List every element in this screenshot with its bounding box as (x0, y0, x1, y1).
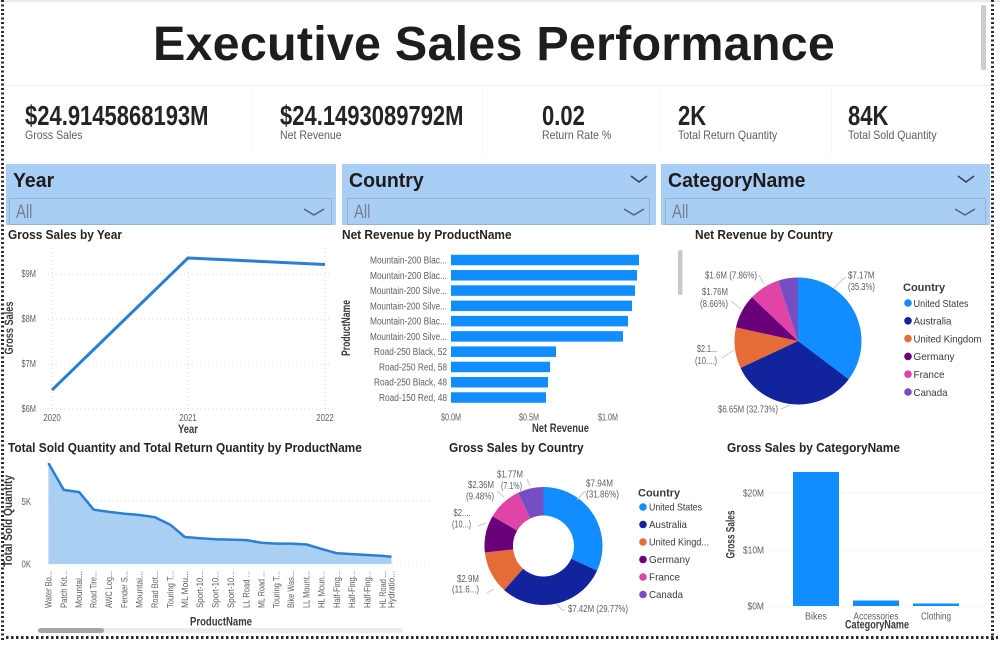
svg-text:CategoryName: CategoryName (845, 620, 909, 632)
svg-text:Canada: Canada (649, 589, 683, 601)
svg-text:$7.42M (29.77%): $7.42M (29.77%) (568, 604, 628, 615)
svg-text:$8M: $8M (22, 314, 37, 325)
svg-text:HL Road ...: HL Road ... (378, 571, 389, 608)
svg-text:Fender S...: Fender S... (120, 571, 131, 608)
svg-text:$2.1...: $2.1... (697, 344, 717, 355)
svg-text:United States: United States (649, 501, 702, 513)
svg-text:Net Revenue: Net Revenue (532, 423, 589, 435)
svg-text:(10...): (10...) (452, 520, 471, 531)
svg-text:5K: 5K (22, 497, 32, 508)
svg-text:Gross Sales: Gross Sales (726, 511, 738, 559)
svg-text:Bike Was...: Bike Was... (286, 571, 297, 608)
svg-text:Gross Sales: Gross Sales (4, 302, 16, 355)
svg-text:Mountain-200 Silve...: Mountain-200 Silve... (370, 286, 447, 297)
svg-text:$7M: $7M (22, 359, 37, 370)
svg-text:$1.6M (7.86%): $1.6M (7.86%) (705, 270, 757, 281)
svg-text:LL Road ...: LL Road ... (241, 571, 252, 608)
svg-text:Country: Country (638, 487, 681, 499)
svg-text:Australia: Australia (914, 316, 952, 328)
svg-text:Road-250 Black, 52: Road-250 Black, 52 (374, 347, 447, 358)
svg-text:2021: 2021 (179, 413, 197, 424)
svg-text:$1.76M: $1.76M (702, 287, 728, 298)
svg-text:$2.9M: $2.9M (457, 574, 479, 585)
svg-text:Water Bo...: Water Bo... (43, 571, 54, 608)
svg-text:(9.48%): (9.48%) (466, 492, 494, 503)
svg-text:Half-Fing...: Half-Fing... (362, 571, 373, 608)
svg-text:$1.77M: $1.77M (497, 469, 523, 480)
svg-text:(31.86%): (31.86%) (586, 490, 619, 501)
svg-text:Road Bot...: Road Bot... (150, 571, 161, 608)
svg-text:Touring T...: Touring T... (165, 571, 176, 608)
svg-text:Road-250 Red, 58: Road-250 Red, 58 (379, 362, 447, 373)
svg-text:LL Mount...: LL Mount... (302, 571, 313, 608)
svg-text:Half-Fing...: Half-Fing... (347, 571, 358, 608)
svg-text:Australia: Australia (649, 519, 687, 531)
svg-text:$1.0M: $1.0M (598, 413, 618, 424)
svg-text:Road-150 Red, 48: Road-150 Red, 48 (379, 393, 447, 404)
svg-text:Mountain-200 Blac...: Mountain-200 Blac... (370, 256, 447, 267)
svg-text:France: France (914, 369, 945, 381)
svg-text:Half-Fing...: Half-Fing... (332, 571, 343, 608)
svg-text:$20M: $20M (743, 489, 764, 500)
svg-text:$6M: $6M (22, 404, 37, 415)
svg-text:$9M: $9M (22, 269, 37, 280)
svg-text:Mountain-200 Silve...: Mountain-200 Silve... (370, 332, 447, 343)
svg-text:Bikes: Bikes (805, 612, 827, 623)
svg-text:AWC Log...: AWC Log... (104, 571, 115, 608)
svg-text:ProductName: ProductName (341, 300, 353, 356)
svg-text:$0.5M: $0.5M (519, 413, 539, 424)
svg-text:(7.1%): (7.1%) (501, 481, 522, 492)
svg-text:Germany: Germany (649, 554, 691, 566)
svg-text:(11.6...): (11.6...) (452, 585, 479, 596)
svg-text:$0.0M: $0.0M (441, 413, 461, 424)
svg-text:(35.3%): (35.3%) (848, 282, 875, 293)
svg-text:Sport-10...: Sport-10... (226, 571, 237, 608)
svg-text:$7.94M: $7.94M (586, 478, 613, 489)
svg-text:Accessories: Accessories (854, 612, 899, 623)
svg-text:Sport-10...: Sport-10... (211, 571, 222, 608)
svg-text:Mountain-200 Blac...: Mountain-200 Blac... (370, 271, 447, 282)
svg-text:Road Tire...: Road Tire... (89, 571, 100, 608)
svg-text:Year: Year (178, 424, 198, 436)
svg-text:Mountain-200 Silve...: Mountain-200 Silve... (370, 301, 447, 312)
svg-text:Mountai...: Mountai... (74, 571, 85, 608)
svg-text:$0M: $0M (748, 602, 765, 613)
svg-text:$6.65M (32.73%): $6.65M (32.73%) (718, 405, 778, 416)
svg-text:United States: United States (914, 298, 969, 310)
svg-text:(10....): (10....) (695, 356, 717, 367)
svg-text:$2.36M: $2.36M (468, 480, 494, 491)
svg-text:Patch Kit...: Patch Kit... (59, 571, 70, 608)
svg-text:Mountai...: Mountai... (135, 571, 146, 608)
svg-text:2020: 2020 (43, 413, 61, 424)
svg-text:Sport-10...: Sport-10... (195, 571, 206, 608)
svg-text:Touring T...: Touring T... (271, 571, 282, 608)
svg-text:2022: 2022 (316, 413, 334, 424)
svg-text:ML Mou...: ML Mou... (180, 571, 191, 608)
svg-text:Germany: Germany (914, 351, 956, 363)
svg-text:ML Road ...: ML Road ... (256, 571, 267, 608)
svg-text:Mountain-200 Blac...: Mountain-200 Blac... (370, 317, 447, 328)
svg-text:$7.17M: $7.17M (848, 270, 875, 281)
svg-text:Road-250 Black, 48: Road-250 Black, 48 (374, 378, 447, 389)
svg-text:ProductName: ProductName (190, 617, 252, 629)
svg-text:United Kingd...: United Kingd... (649, 536, 709, 548)
svg-text:$10M: $10M (743, 546, 764, 557)
svg-text:Clothing: Clothing (921, 612, 951, 623)
svg-text:Total Sold Quantity: Total Sold Quantity (3, 474, 15, 567)
svg-text:United Kingdom: United Kingdom (914, 333, 982, 345)
svg-text:(8.66%): (8.66%) (700, 299, 728, 310)
svg-text:Canada: Canada (914, 387, 948, 399)
svg-text:$2....: $2.... (454, 508, 471, 519)
svg-text:France: France (649, 571, 680, 583)
svg-text:0K: 0K (22, 560, 32, 571)
svg-text:HL Moun...: HL Moun... (317, 571, 328, 608)
svg-text:Hydratio...: Hydratio... (387, 571, 398, 608)
svg-text:Country: Country (903, 282, 946, 294)
